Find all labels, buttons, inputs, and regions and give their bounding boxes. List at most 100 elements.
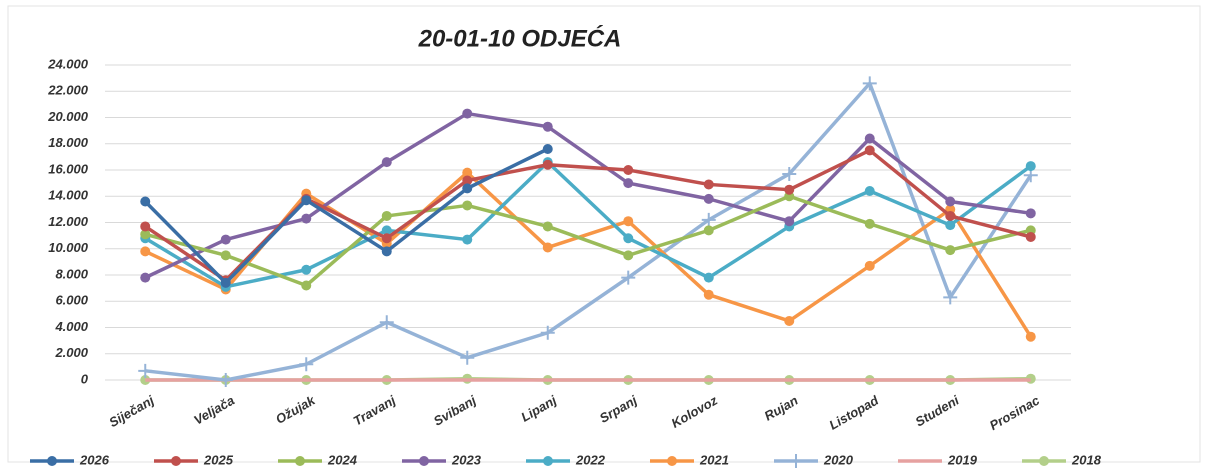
line-marker [220,250,231,261]
y-tick-label: 0 [81,371,89,386]
line-marker [301,264,312,275]
y-tick-label: 6.000 [55,293,88,308]
line-marker [462,200,473,211]
line-marker [782,166,797,181]
chart-frame [7,5,1201,463]
legend-marker [47,456,57,466]
line-marker [140,221,151,232]
line-marker [862,76,877,91]
line-marker [864,186,875,196]
line-marker [1025,161,1036,172]
line-marker [140,196,151,207]
line-marker [381,225,392,236]
line-marker [462,108,473,119]
line-marker [460,350,475,365]
legend-label: 2020 [823,452,854,467]
line-marker [703,225,714,236]
line-marker [945,196,956,207]
legend-marker [789,454,803,468]
legend-label: 2021 [699,452,729,467]
line-marker [540,325,555,340]
line-marker [542,242,553,253]
y-tick-label: 20.000 [47,109,89,124]
line-marker [703,193,714,204]
y-tick-label: 14.000 [48,188,89,203]
legend-marker [667,456,677,466]
line-marker [140,246,151,257]
line-marker [462,183,473,194]
line-marker [218,373,233,387]
series-line [145,81,1033,382]
line-marker [864,218,875,229]
legend-label: 2024 [327,452,358,467]
line-marker [703,289,714,300]
legend-marker [295,456,305,466]
line-marker [784,315,795,326]
y-tick-label: 22.000 [47,83,89,98]
legend-label: 2019 [947,452,978,467]
y-tick-label: 10.000 [48,240,89,255]
line-marker [943,290,958,305]
series-line [144,194,1032,288]
line-marker [381,210,392,221]
line-marker [703,179,714,190]
series-line [144,111,1032,280]
line-marker [542,121,553,132]
line-marker [1025,208,1036,219]
series-line [144,147,549,285]
y-tick-label: 18.000 [48,135,89,150]
line-marker [784,216,795,227]
line-marker [462,175,473,186]
line-marker [945,220,956,231]
legend-marker [419,456,429,466]
line-marker [623,233,634,244]
line-marker [864,145,875,156]
line-marker [140,229,151,240]
line-marker [1025,231,1036,242]
line-marker [701,212,716,227]
line-marker [703,272,714,283]
y-tick-label: 4.000 [54,319,88,334]
line-marker [864,133,875,144]
line-marker [784,184,795,195]
line-marker [542,159,553,170]
chart-title: 20-01-10 ODJEĆA [418,24,622,52]
line-marker [623,165,634,175]
y-tick-label: 16.000 [48,161,89,176]
line-marker [542,221,553,232]
line-marker [381,233,392,244]
line-marker [542,144,553,154]
line-marker [381,157,392,168]
line-marker [381,246,392,257]
line-marker [864,260,875,271]
legend-marker [1039,456,1049,466]
legend-label: 2026 [79,452,110,467]
y-tick-label: 12.000 [48,214,89,229]
line-marker [220,277,231,288]
y-tick-label: 8.000 [55,266,88,281]
line-marker [462,234,473,245]
legend-label: 2022 [575,452,606,467]
line-marker [220,234,231,245]
y-tick-label: 2.000 [54,345,88,360]
line-marker [1025,331,1036,342]
line-marker [945,245,956,256]
line-marker [299,357,314,372]
line-marker [945,210,956,221]
line-marker [301,280,312,291]
series-line [144,160,1032,289]
line-marker [623,250,634,261]
legend-label: 2025 [203,452,234,467]
legend-marker [171,456,181,466]
line-marker [462,167,473,178]
line-marker [301,213,312,224]
line-marker [379,315,394,330]
legend-label: 2018 [1071,452,1102,467]
legend-label: 2023 [451,452,482,467]
y-tick-label: 24.000 [47,56,89,71]
line-marker [623,178,634,189]
series-line [144,170,1033,338]
line-marker [301,195,312,206]
line-marker [140,272,151,283]
